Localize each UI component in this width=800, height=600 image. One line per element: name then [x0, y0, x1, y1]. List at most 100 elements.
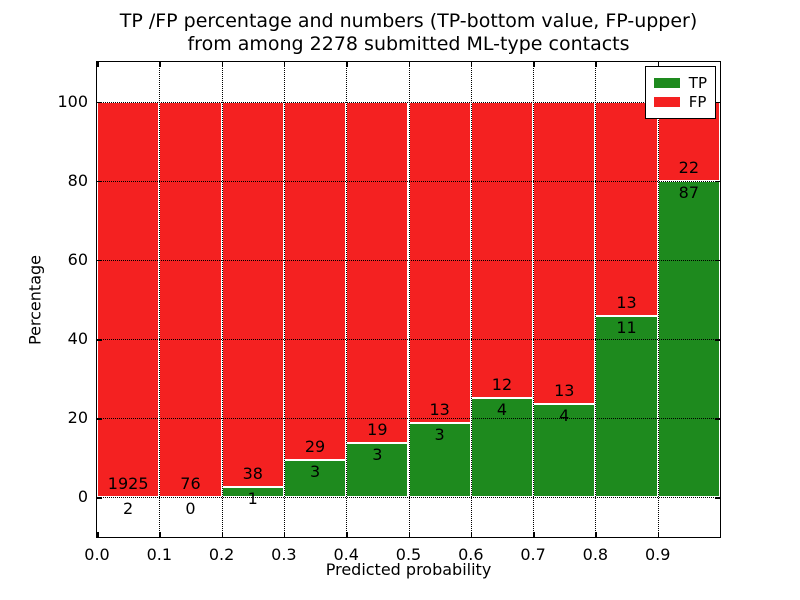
bar-segment-fp [159, 101, 222, 498]
y-tick-mark-right [715, 180, 720, 183]
fp-count-label: 22 [678, 158, 700, 178]
y-tick-mark-right [715, 101, 720, 104]
y-tick-mark [97, 180, 102, 183]
bar-segment-fp [470, 101, 534, 399]
x-tick-label: 0.4 [333, 545, 359, 564]
tp-count-label: 1 [247, 489, 258, 509]
bar-segment-fp [97, 101, 160, 497]
x-tick-mark-top [283, 62, 286, 67]
x-tick-label: 0.8 [582, 545, 609, 564]
legend-label-tp: TP [688, 74, 707, 92]
fp-count-label: 29 [304, 437, 326, 457]
x-tick-mark [533, 532, 535, 537]
x-tick-label: 0.6 [458, 545, 484, 564]
bar-segment-fp [346, 101, 409, 444]
bar-segment-tp [346, 443, 409, 498]
legend-swatch-fp [653, 97, 680, 107]
gridline-x [657, 62, 659, 537]
x-tick-mark [595, 532, 597, 537]
tp-count-label: 3 [372, 445, 383, 465]
bar-segment-tp [408, 423, 471, 498]
gridline-y [97, 497, 720, 499]
x-axis-label: Predicted probability [325, 560, 492, 579]
fp-count-label: 12 [491, 375, 513, 395]
y-tick-label: 80 [67, 170, 88, 190]
tp-count-label: 3 [309, 462, 321, 482]
x-tick-mark [97, 532, 99, 537]
x-tick-label: 0.7 [520, 545, 546, 564]
plot-area: TP FP 1925 2 76 0 38 1 29 3 19 3 13 3 12 4 13 4 13 11 22 87 [96, 61, 721, 538]
gridline-x [159, 62, 161, 537]
x-tick-label: 0.5 [395, 545, 422, 564]
y-tick-mark [97, 259, 102, 262]
x-tick-mark [283, 532, 286, 537]
bar-segment-tp [283, 460, 347, 498]
fp-count-label: 76 [180, 474, 201, 494]
x-tick-mark [346, 532, 348, 537]
gridline-x [408, 62, 410, 537]
y-tick-mark-right [715, 259, 720, 262]
y-tick-label: 60 [67, 249, 88, 269]
legend-label-fp: FP [688, 93, 707, 111]
gridline-y [97, 259, 720, 261]
fp-count-label: 13 [554, 381, 575, 401]
bar-segment-fp [283, 101, 347, 461]
y-tick-label: 20 [67, 408, 88, 428]
y-tick-mark-right [715, 339, 720, 341]
x-tick-mark [159, 532, 161, 537]
bar-segment-fp [221, 101, 284, 488]
bar-segment-tp [470, 398, 534, 498]
x-tick-mark-top [595, 62, 597, 67]
bar-segment-fp [533, 101, 596, 405]
x-tick-mark-top [221, 62, 224, 67]
x-tick-mark-top [408, 62, 410, 67]
bar-segment-fp [595, 101, 658, 316]
tp-count-label: 2 [123, 499, 134, 518]
x-tick-mark-top [346, 62, 348, 67]
legend: TP FP [644, 66, 716, 119]
gridline-x [283, 62, 285, 537]
tp-count-label: 4 [559, 406, 570, 426]
gridline-y [97, 418, 720, 420]
y-tick-mark [97, 101, 102, 104]
x-tick-label: 0.2 [208, 545, 235, 564]
gridline-x [533, 62, 535, 537]
fp-count-label: 38 [242, 464, 263, 484]
x-tick-mark [470, 532, 473, 537]
x-tick-mark-top [97, 62, 99, 67]
x-tick-mark [657, 532, 660, 537]
tp-count-label: 0 [185, 499, 196, 519]
tp-count-label: 87 [678, 183, 700, 203]
y-tick-label: 0 [77, 487, 88, 507]
chart-title: TP /FP percentage and numbers (TP-bottom… [97, 10, 720, 56]
fp-count-label: 13 [429, 400, 450, 420]
y-tick-label: 40 [67, 329, 88, 349]
y-tick-mark-right [715, 418, 720, 420]
tp-count-label: 11 [616, 317, 637, 337]
legend-entry-fp: FP [653, 93, 707, 111]
y-tick-label: 100 [57, 91, 88, 111]
y-tick-mark [97, 497, 102, 499]
gridline-x [346, 62, 348, 537]
x-tick-mark-top [533, 62, 535, 67]
x-tick-mark [221, 532, 224, 537]
gridline-x [470, 62, 472, 537]
chart-title-line2: from among 2278 submitted ML-type contac… [187, 33, 630, 55]
x-tick-label: 0.1 [146, 545, 173, 564]
x-tick-mark-top [657, 62, 660, 67]
legend-entry-tp: TP [653, 74, 707, 92]
gridline-y [97, 339, 720, 341]
x-tick-mark-top [470, 62, 473, 67]
fp-count-label: 13 [616, 292, 637, 312]
y-tick-mark [97, 418, 102, 420]
bar-segment-tp [595, 315, 658, 498]
y-tick-mark-right [715, 497, 720, 499]
fp-count-label: 1925 [107, 474, 149, 493]
y-tick-mark [97, 339, 102, 341]
fp-count-label: 19 [367, 420, 388, 440]
chart-title-line1: TP /FP percentage and numbers (TP-bottom… [119, 10, 698, 32]
tp-count-label: 3 [434, 425, 445, 445]
x-tick-label: 0.9 [644, 545, 671, 564]
x-tick-label: 0.0 [84, 545, 110, 564]
